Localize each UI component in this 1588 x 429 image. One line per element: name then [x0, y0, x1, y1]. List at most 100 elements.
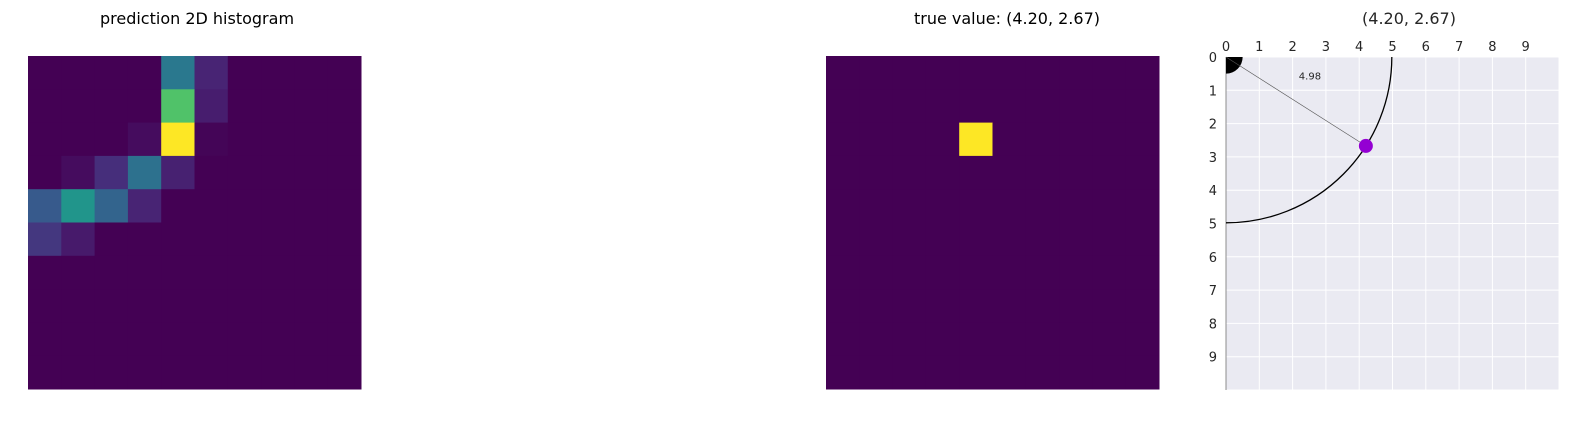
histogram-cell: [161, 189, 195, 223]
polar-plot: 0 1 2 3 4 5 6 7 8 9 0 1 2 3 4 5 6 7 8 9 4.98: [1209, 40, 1560, 391]
heatmap-cell: [1059, 322, 1093, 357]
heatmap-cell: [1092, 155, 1127, 190]
histogram-cell: [327, 89, 362, 124]
heatmap-cell: [925, 322, 960, 357]
heatmap-cell: [1125, 289, 1160, 323]
y-tick-label: 0: [1209, 51, 1217, 66]
histogram-cell: [227, 189, 262, 223]
heatmap-cell: [925, 89, 960, 124]
heatmap-cell: [1125, 56, 1160, 90]
heatmap-cell: [992, 189, 1027, 223]
heatmap-cell: [1059, 155, 1093, 190]
histogram-cell: [61, 189, 96, 223]
heatmap-cell: [1025, 89, 1060, 124]
histogram-cell: [327, 155, 362, 190]
histogram-cell: [261, 322, 295, 357]
histogram-cell: [227, 122, 262, 157]
histogram-cell: [127, 89, 162, 124]
heatmap-cell: [859, 155, 894, 190]
histogram-cell: [94, 122, 129, 157]
histogram-title: prediction 2D histogram: [99, 9, 295, 28]
heatmap-cell: [925, 289, 960, 323]
histogram-cell: [61, 222, 96, 257]
heatmap-cell: [826, 255, 860, 290]
x-tick-label: 9: [1522, 40, 1530, 55]
heatmap-cell: [992, 255, 1027, 290]
histogram-cell: [227, 155, 262, 190]
heatmap-cell: [959, 222, 993, 257]
heatmap-cell: [925, 189, 960, 223]
y-tick-label: 7: [1209, 284, 1217, 299]
heatmap-cell: [1092, 89, 1127, 124]
histogram-cell: [227, 322, 262, 357]
histogram-cell: [127, 289, 162, 323]
heatmap-cell: [1025, 289, 1060, 323]
histogram-cell: [294, 89, 329, 124]
histogram-cell: [61, 355, 96, 390]
heatmap-cell: [1125, 222, 1160, 257]
histogram-cell: [261, 222, 295, 257]
heatmap-cell: [859, 255, 894, 290]
histogram-cell: [28, 255, 62, 290]
heatmap-cell: [1125, 255, 1160, 290]
heatmap-cell: [1025, 122, 1060, 157]
histogram-cell: [194, 89, 229, 124]
histogram-cell: [294, 355, 329, 390]
histogram-cell: [261, 89, 295, 124]
y-tick-label: 8: [1209, 317, 1217, 332]
heatmap-cell: [859, 189, 894, 223]
heatmap-cell: [1025, 355, 1060, 390]
heatmap-cell: [1092, 122, 1127, 157]
distance-label: 4.98: [1299, 71, 1321, 82]
histogram-cell: [127, 189, 162, 223]
histogram-cell: [61, 289, 96, 323]
x-tick-label: 7: [1455, 40, 1463, 55]
histogram-cell: [327, 255, 362, 290]
histogram-cell: [294, 56, 329, 90]
x-tick-label: 5: [1388, 40, 1396, 55]
heatmap-cell: [959, 89, 993, 124]
histogram-cell: [127, 56, 162, 90]
prediction-histogram: [28, 56, 362, 390]
histogram-cell: [294, 255, 329, 290]
heatmap-cell: [892, 322, 927, 357]
heatmap-cell: [1092, 189, 1127, 223]
histogram-cell: [161, 56, 195, 90]
heatmap-cell: [1125, 122, 1160, 157]
heatmap-cell: [826, 56, 860, 90]
true-value-point: [1358, 138, 1373, 153]
heatmap-cell: [1125, 155, 1160, 190]
heatmap-cell: [1025, 56, 1060, 90]
histogram-cell: [227, 56, 262, 90]
y-tick-label: 4: [1209, 184, 1217, 199]
histogram-cell: [294, 155, 329, 190]
heatmap-cell: [959, 355, 993, 390]
histogram-cell: [261, 56, 295, 90]
histogram-cell: [28, 222, 62, 257]
histogram-cell: [194, 155, 229, 190]
heatmap-cell: [859, 355, 894, 390]
histogram-cell: [127, 355, 162, 390]
histogram-cell: [294, 122, 329, 157]
histogram-cell: [261, 289, 295, 323]
histogram-cell: [327, 222, 362, 257]
heatmap-cell: [925, 222, 960, 257]
histogram-cell: [327, 322, 362, 357]
heatmap-cell: [892, 155, 927, 190]
histogram-cell: [28, 322, 62, 357]
histogram-cell: [94, 289, 129, 323]
histogram-cell: [261, 355, 295, 390]
histogram-cell: [28, 189, 62, 223]
histogram-cell: [161, 322, 195, 357]
heatmap-cell: [1125, 322, 1160, 357]
histogram-cell: [127, 122, 162, 157]
heatmap-cell: [1059, 289, 1093, 323]
heatmap-cell: [959, 189, 993, 223]
histogram-cell: [294, 189, 329, 223]
distance-line: [1225, 56, 1367, 147]
histogram-cell: [294, 289, 329, 323]
histogram-cell: [294, 222, 329, 257]
histogram-cell: [94, 56, 129, 90]
histogram-cell: [161, 122, 195, 157]
heatmap-cell: [992, 222, 1027, 257]
